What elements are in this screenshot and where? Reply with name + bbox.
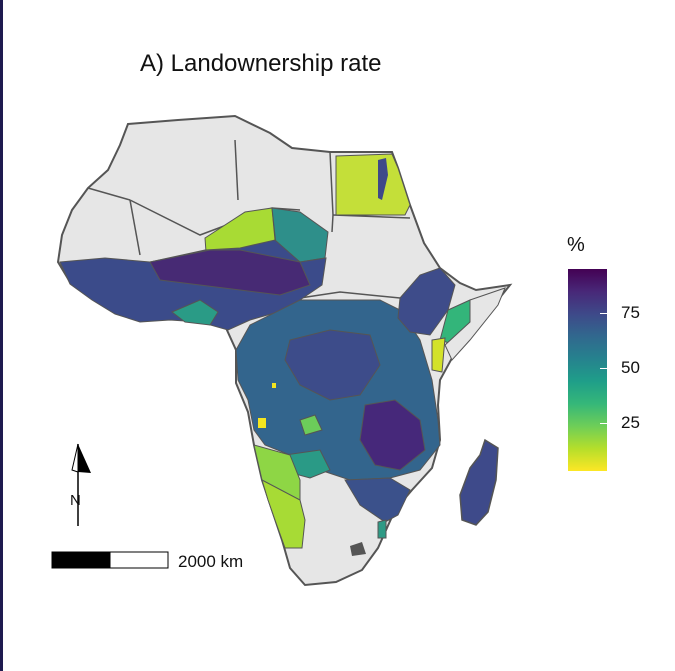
- region-madagascar: [459, 438, 499, 526]
- region-lesotho: [350, 542, 366, 556]
- scale-bar-label: 2000 km: [178, 552, 244, 571]
- region-egypt: [335, 153, 411, 216]
- legend-tick-mark: [600, 422, 607, 424]
- region-mozambique: [344, 477, 411, 523]
- region-great-lakes: [359, 399, 426, 471]
- legend-tick-label: 75: [621, 302, 640, 322]
- legend-tick-mark: [600, 312, 607, 314]
- region-somalia-grey: [444, 287, 506, 361]
- legend-colorbar: [568, 269, 607, 471]
- north-arrow-icon: [71, 443, 91, 526]
- legend-tick-label: 50: [621, 357, 640, 377]
- scale-bar: [51, 551, 169, 569]
- region-namibia: [261, 479, 306, 549]
- region-yellow-dot: [258, 418, 266, 428]
- region-central-dark: [284, 329, 381, 401]
- region-yellow-dot-2: [272, 383, 276, 388]
- region-somalia-yellow: [431, 337, 446, 373]
- legend-tick-mark: [600, 367, 607, 369]
- legend-tick-label: 25: [621, 412, 640, 432]
- region-nile: [378, 158, 388, 200]
- region-green-patch: [299, 414, 323, 436]
- region-swaziland: [377, 519, 387, 539]
- region-coast-green: [171, 299, 219, 326]
- left-edge-rule: [0, 0, 3, 671]
- map-title: A) Landownership rate: [140, 50, 382, 77]
- legend-title: %: [567, 234, 585, 256]
- region-sahel-dark: [149, 249, 311, 296]
- north-label: N: [70, 492, 81, 509]
